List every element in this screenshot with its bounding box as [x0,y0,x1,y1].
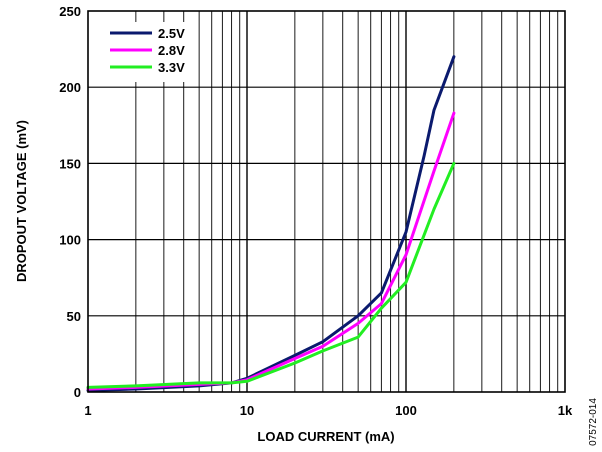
y-tick-labels: 0 50 100 150 200 250 [59,4,81,400]
y-tick-label: 250 [59,4,81,19]
figure-id: 07572-014 [588,398,599,446]
series-lines [86,55,456,392]
y-tick-label: 150 [59,156,81,171]
y-tick-label: 50 [67,309,81,324]
y-axis-title: DROPOUT VOLTAGE (mV) [14,120,29,282]
legend-label-2.5V: 2.5V [158,26,185,41]
y-tick-label: 200 [59,80,81,95]
x-tick-label: 10 [240,403,254,418]
legend-label-3.3V: 3.3V [158,60,185,75]
series-line-3.3V [86,161,456,389]
x-tick-label: 1 [84,403,91,418]
legend-label-2.8V: 2.8V [158,43,185,58]
legend: 2.5V 2.8V 3.3V [110,26,185,75]
x-axis-title: LOAD CURRENT (mA) [257,429,394,444]
y-tick-label: 0 [74,385,81,400]
x-tick-label: 100 [395,403,417,418]
plot-frame [87,10,566,393]
x-tick-label: 1k [558,403,573,418]
y-tick-label: 100 [59,233,81,248]
x-tick-labels: 1 10 100 1k [84,403,573,418]
